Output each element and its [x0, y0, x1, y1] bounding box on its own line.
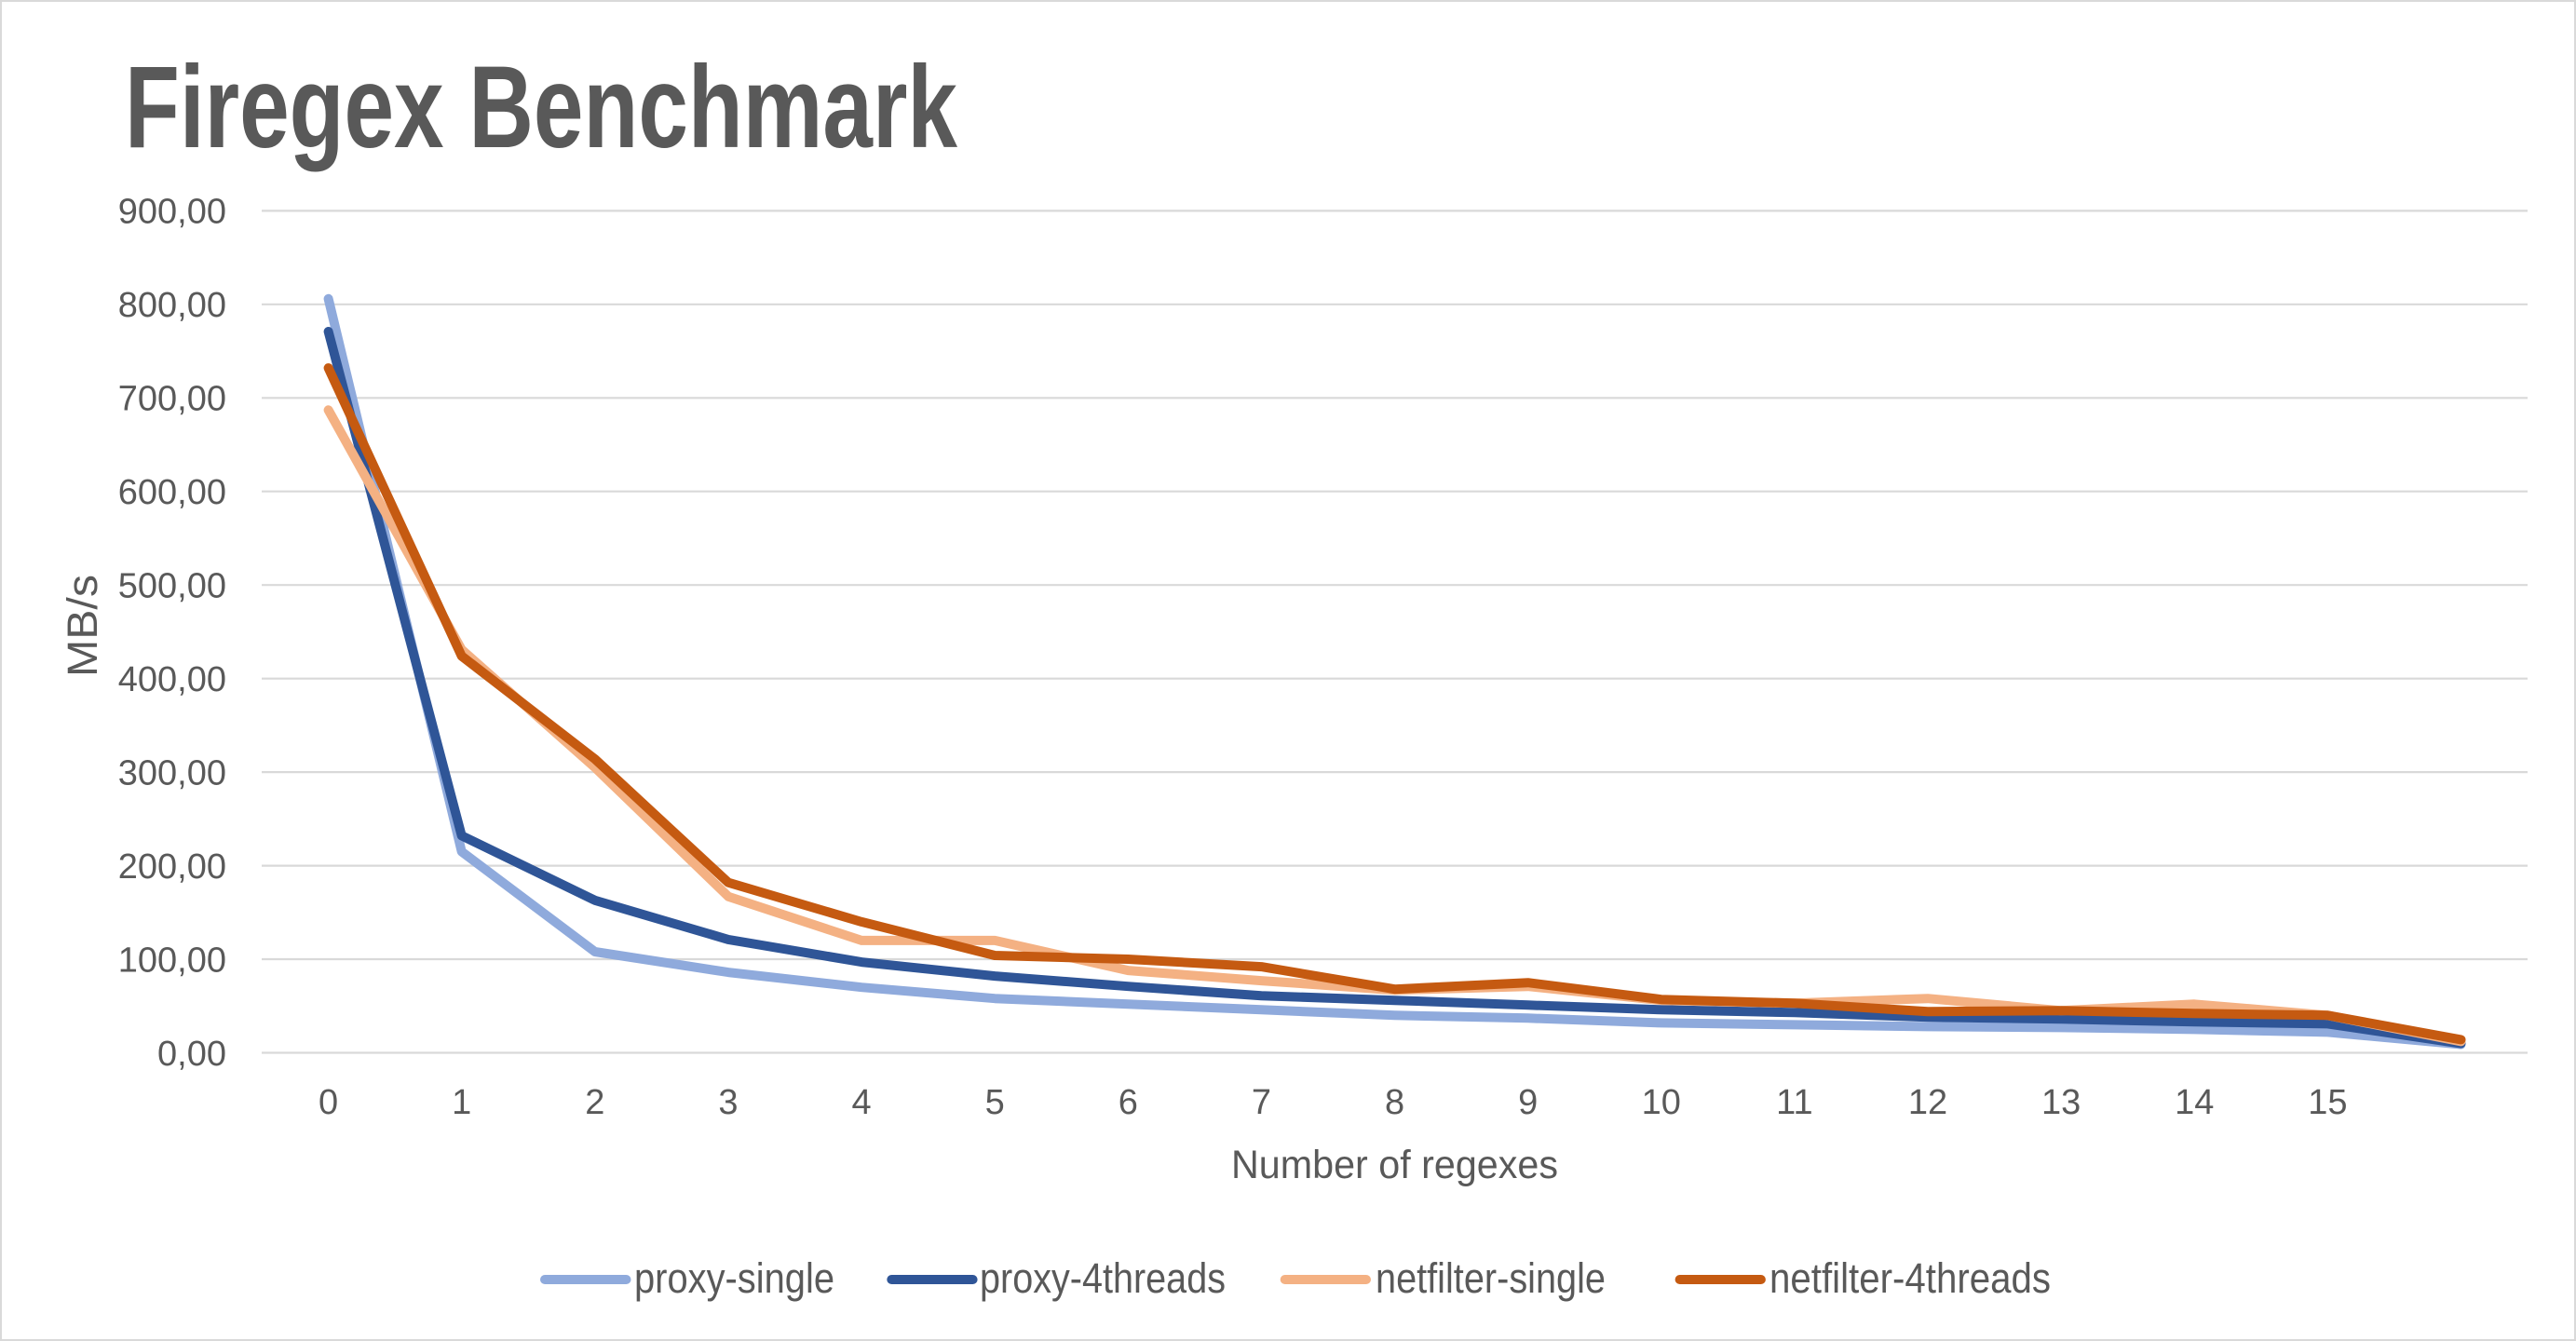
svg-text:MB/s: MB/s	[59, 575, 106, 677]
svg-text:14: 14	[2175, 1083, 2214, 1122]
svg-text:Number of regexes: Number of regexes	[1231, 1143, 1558, 1187]
svg-text:13: 13	[2041, 1083, 2081, 1122]
svg-text:100,00: 100,00	[118, 941, 226, 980]
svg-text:15: 15	[2308, 1083, 2347, 1122]
svg-text:10: 10	[1642, 1083, 1681, 1122]
svg-text:6: 6	[1119, 1083, 1138, 1122]
svg-text:netfilter-4threads: netfilter-4threads	[1769, 1254, 2051, 1302]
svg-text:8: 8	[1385, 1083, 1404, 1122]
svg-text:9: 9	[1518, 1083, 1538, 1122]
svg-text:11: 11	[1776, 1083, 1812, 1122]
svg-text:proxy-single: proxy-single	[634, 1254, 834, 1302]
svg-text:0,00: 0,00	[157, 1035, 226, 1074]
svg-text:4: 4	[852, 1083, 872, 1122]
svg-text:5: 5	[985, 1083, 1005, 1122]
svg-text:12: 12	[1908, 1083, 1947, 1122]
svg-text:200,00: 200,00	[118, 847, 226, 887]
svg-text:2: 2	[585, 1083, 604, 1122]
svg-text:800,00: 800,00	[118, 286, 226, 325]
svg-text:1: 1	[452, 1083, 471, 1122]
svg-text:proxy-4threads: proxy-4threads	[980, 1254, 1226, 1302]
svg-text:400,00: 400,00	[118, 660, 226, 699]
svg-text:600,00: 600,00	[118, 473, 226, 512]
svg-text:300,00: 300,00	[118, 753, 226, 792]
svg-text:7: 7	[1252, 1083, 1271, 1122]
svg-text:3: 3	[718, 1083, 738, 1122]
svg-text:Firegex Benchmark: Firegex Benchmark	[125, 43, 957, 172]
svg-text:netfilter-single: netfilter-single	[1376, 1254, 1606, 1302]
svg-text:900,00: 900,00	[118, 193, 226, 232]
svg-text:0: 0	[319, 1083, 338, 1122]
svg-text:500,00: 500,00	[118, 567, 226, 606]
svg-text:700,00: 700,00	[118, 380, 226, 419]
